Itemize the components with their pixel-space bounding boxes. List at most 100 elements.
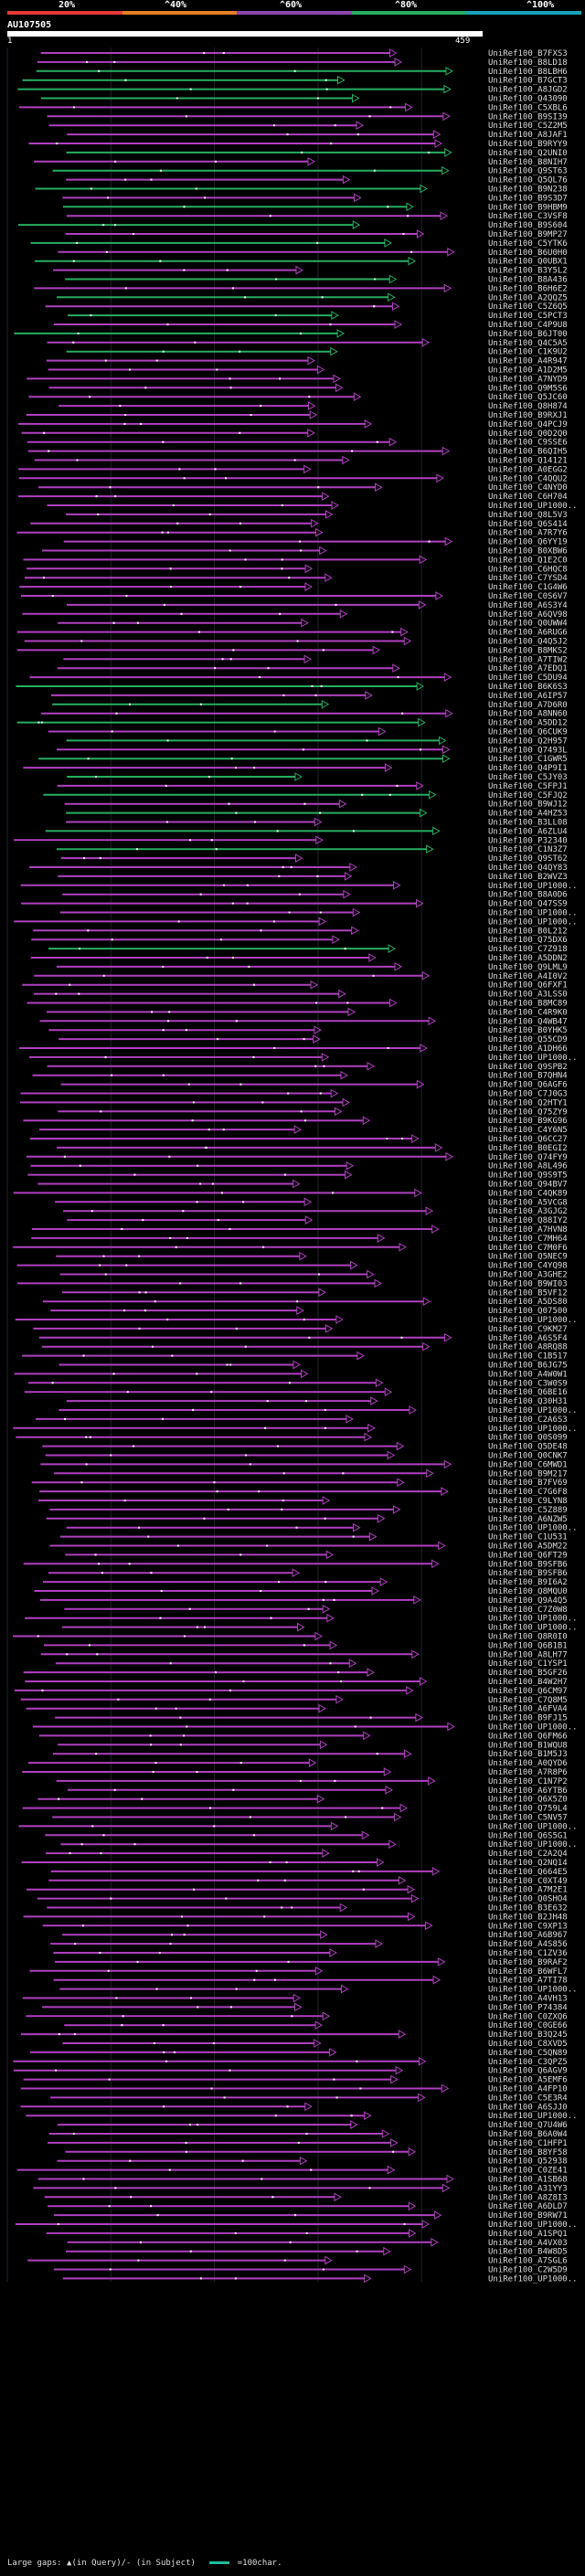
hit-label: UniRef100_A8RQ88: [488, 1343, 568, 1352]
hit-arrow-icon: [419, 555, 428, 565]
hit-arrow-icon: [388, 274, 398, 284]
footer-legend: Large gaps: ▲(in Query)/- (in Subject) =…: [7, 2559, 282, 2568]
gap-marker: [135, 848, 138, 851]
hit-arrow-icon: [334, 2192, 342, 2202]
gap-marker: [329, 1662, 332, 1665]
gap-marker: [305, 2231, 308, 2234]
hit-label: UniRef100_B6K6S3: [488, 683, 568, 692]
hit-arrow-icon: [416, 898, 424, 908]
gap-marker: [225, 1897, 228, 1900]
hit-arrow-icon: [295, 265, 303, 275]
hit-label: UniRef100_B9KG96: [488, 1117, 568, 1126]
hit-label: UniRef100_B2WVZ3: [488, 873, 568, 882]
hit-label: UniRef100_B7FXS3: [488, 49, 568, 58]
hit-arrow-icon: [352, 220, 361, 229]
gap-marker: [155, 359, 158, 362]
gap-marker: [235, 1988, 238, 1990]
gap-marker: [392, 2150, 395, 2153]
gap-marker: [235, 767, 238, 769]
query-title: AU107505: [7, 20, 52, 30]
gap-marker: [269, 1861, 271, 1863]
gap-marker: [73, 2033, 76, 2036]
gap-marker: [100, 1852, 102, 1855]
hit-label: UniRef100_Q4PCJ9: [488, 420, 568, 429]
hit-arrow-icon: [340, 1070, 349, 1080]
hit-arrow-icon: [356, 121, 365, 131]
gap-marker: [107, 1969, 110, 1972]
hit-arrow-icon: [314, 1966, 324, 1976]
gap-marker: [138, 1526, 141, 1529]
hit-arrow-icon: [328, 2048, 337, 2057]
hit-arrow-icon: [342, 175, 351, 185]
hit-arrow-icon: [353, 392, 362, 402]
gap-marker: [94, 1553, 97, 1556]
hit-label: UniRef100_B9WI03: [488, 1279, 568, 1288]
gap-marker: [311, 685, 314, 687]
gap-marker: [305, 1400, 308, 1403]
hit-arrow-icon: [422, 1297, 431, 1307]
hit-label: UniRef100_B6JG75: [488, 1362, 568, 1371]
gap-marker: [231, 957, 234, 959]
hit-arrow-icon: [421, 970, 431, 981]
hit-label: UniRef100_B9I6A2: [488, 1578, 568, 1587]
hit-label: UniRef100_B9M217: [488, 1469, 568, 1479]
gap-marker: [87, 929, 90, 932]
hit-arrow-icon: [338, 989, 346, 999]
gap-marker: [301, 151, 303, 154]
gap-marker: [136, 621, 139, 624]
gap-marker: [169, 1662, 172, 1665]
gap-marker: [114, 224, 117, 227]
gap-marker: [261, 2178, 263, 2180]
hit-arrow-icon: [394, 58, 403, 67]
hit-arrow-icon: [324, 573, 333, 583]
gap-marker: [159, 1617, 162, 1619]
hit-arrow-icon: [375, 1939, 383, 1948]
gap-marker: [299, 540, 302, 543]
identity-scale-segment: [7, 11, 122, 15]
hit-label: UniRef100_C0S6V7: [488, 592, 568, 601]
hit-label: UniRef100_C0ZXQ6: [488, 2012, 568, 2021]
hit-arrow-icon: [410, 1893, 420, 1903]
hit-arrow-icon: [397, 1478, 405, 1488]
gap-marker: [283, 1879, 286, 1882]
gap-marker: [352, 1535, 355, 1538]
gap-marker: [319, 1092, 322, 1095]
hit-arrow-icon: [426, 1468, 434, 1479]
gap-marker: [229, 2069, 231, 2072]
hit-label: UniRef100_A4W0W1: [488, 1370, 568, 1379]
hit-arrow-icon: [293, 1125, 303, 1134]
gap-marker: [282, 866, 284, 868]
gap-marker: [77, 332, 80, 334]
hit-arrow-icon: [333, 374, 341, 384]
gap-marker: [213, 1481, 216, 1484]
hit-arrow-icon: [387, 1450, 396, 1460]
hit-label: UniRef100_Q9M5S6: [488, 384, 568, 393]
gap-marker: [381, 1807, 384, 1809]
gap-marker: [315, 1002, 318, 1004]
gap-marker: [205, 1146, 207, 1149]
hit-label: UniRef100_Q6S414: [488, 520, 568, 529]
gap-marker: [199, 1182, 202, 1185]
hit-arrow-icon: [309, 410, 318, 419]
gap-marker: [356, 2250, 358, 2253]
gap-marker: [271, 2196, 274, 2199]
gap-marker: [197, 2006, 199, 2009]
gap-marker: [335, 603, 337, 606]
hit-arrow-icon: [319, 546, 327, 556]
gap-marker: [69, 1852, 71, 1855]
hit-label: UniRef100_Q74FY9: [488, 1153, 568, 1162]
hit-label: UniRef100_Q6CUK9: [488, 728, 568, 737]
gap-marker: [352, 830, 355, 832]
hit-label: UniRef100_Q0UWW4: [488, 620, 568, 629]
gap-marker: [283, 2259, 286, 2262]
hit-arrow-icon: [321, 1053, 330, 1062]
gap-marker: [138, 1291, 141, 1294]
hit-label: UniRef100_Q5JC60: [488, 393, 568, 402]
gap-marker: [282, 1472, 285, 1475]
gap-marker: [208, 513, 211, 515]
hit-label: UniRef100_B2JH48: [488, 1913, 568, 1922]
hit-label: UniRef100_A0QYD6: [488, 1759, 568, 1768]
query-start-position: 1: [7, 37, 13, 46]
gap-marker: [235, 1327, 238, 1330]
gap-marker: [229, 1689, 231, 1691]
